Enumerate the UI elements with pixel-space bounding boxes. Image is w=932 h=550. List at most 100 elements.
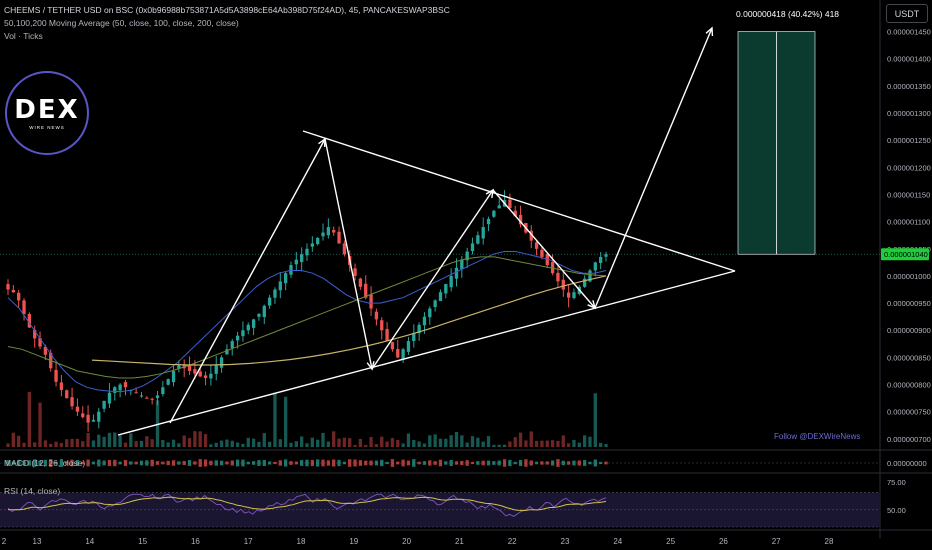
time-tick-label: 20 bbox=[402, 537, 411, 546]
chart-grid bbox=[0, 0, 932, 538]
macd-histogram-bar bbox=[390, 459, 395, 467]
volume-bar bbox=[155, 400, 160, 447]
volume-bar bbox=[588, 436, 592, 447]
volume-bar bbox=[481, 441, 485, 447]
candle-body bbox=[588, 270, 592, 282]
currency-button[interactable]: USDT bbox=[886, 4, 928, 23]
candle-body bbox=[604, 254, 608, 257]
macd-histogram-bar bbox=[97, 459, 101, 467]
macd-histogram-bar bbox=[33, 459, 37, 467]
candle-body bbox=[380, 320, 384, 331]
macd-histogram-bar bbox=[406, 460, 411, 466]
time-tick-label: 2 bbox=[2, 537, 7, 546]
macd-pane: 0.00000000 bbox=[0, 459, 927, 468]
volume-bar bbox=[150, 439, 154, 447]
candle-body bbox=[6, 284, 10, 290]
candle-body bbox=[374, 311, 379, 320]
volume-bar bbox=[49, 443, 53, 447]
volume-bar bbox=[161, 439, 165, 447]
macd-histogram-bar bbox=[294, 461, 298, 465]
candle-body bbox=[118, 384, 122, 391]
candle-body bbox=[177, 365, 181, 369]
macd-histogram-bar bbox=[123, 459, 128, 467]
volume-bar bbox=[145, 436, 149, 447]
macd-histogram-bar bbox=[337, 459, 341, 467]
volume-bar bbox=[118, 435, 122, 447]
macd-histogram-bar bbox=[310, 459, 314, 467]
macd-histogram-bar bbox=[166, 460, 170, 466]
macd-histogram-bar bbox=[321, 459, 325, 467]
volume-bar bbox=[129, 433, 133, 447]
volume-bar bbox=[342, 437, 347, 447]
volume-bar bbox=[219, 440, 224, 447]
candle-body bbox=[294, 259, 298, 265]
volume-bar bbox=[193, 431, 197, 447]
volume-bar bbox=[214, 442, 218, 447]
candle-body bbox=[54, 369, 58, 382]
macd-histogram-bar bbox=[599, 461, 603, 465]
candle-body bbox=[508, 199, 512, 209]
candle-body bbox=[59, 382, 64, 390]
volume-bar bbox=[321, 432, 325, 447]
macd-histogram-bar bbox=[187, 460, 192, 466]
ma-legend[interactable]: 50,100,200 Moving Average (50, close, 10… bbox=[4, 18, 239, 28]
candle-body bbox=[582, 278, 587, 287]
macd-histogram-bar bbox=[225, 461, 229, 465]
macd-histogram-bar bbox=[91, 461, 96, 465]
macd-histogram-bar bbox=[529, 460, 533, 466]
volume-bar bbox=[17, 435, 21, 447]
volume-bar bbox=[134, 441, 138, 447]
time-axis: 2 13 14 15 16 17 18 19 20 21 22 23 24 25 26 27 28 bbox=[2, 537, 834, 546]
arrowhead bbox=[318, 137, 326, 148]
candle-body bbox=[166, 379, 170, 385]
macd-histogram-bar bbox=[209, 460, 213, 466]
macd-histogram-bar bbox=[177, 461, 181, 465]
volume-bar bbox=[348, 438, 352, 447]
macd-histogram-bar bbox=[444, 461, 448, 465]
macd-histogram-bar bbox=[417, 461, 421, 465]
volume-bar bbox=[241, 443, 245, 447]
volume-bar bbox=[54, 441, 58, 447]
price-tick-label: 0.000001350 bbox=[887, 82, 931, 91]
candle-body bbox=[235, 335, 240, 341]
price-tick-label: 0.000001150 bbox=[887, 190, 930, 199]
volume-bar bbox=[401, 443, 405, 447]
macd-histogram-bar bbox=[6, 460, 10, 466]
volume-bar bbox=[75, 438, 80, 447]
volume-bar bbox=[22, 442, 26, 447]
macd-histogram-bar bbox=[203, 459, 208, 467]
volume-bar bbox=[502, 444, 507, 447]
time-tick-label: 24 bbox=[613, 537, 622, 546]
price-tick-label: 0.000000700 bbox=[887, 435, 931, 444]
candle-body bbox=[27, 314, 32, 328]
volume-bar bbox=[406, 433, 411, 447]
current-price-badge bbox=[881, 248, 929, 261]
time-tick-label: 16 bbox=[191, 537, 200, 546]
macd-histogram-bar bbox=[481, 460, 485, 466]
volume-bar bbox=[566, 443, 571, 447]
candle-body bbox=[283, 273, 288, 284]
rsi-axis-label: 50.00 bbox=[887, 506, 906, 515]
macd-histogram-bar bbox=[11, 461, 15, 465]
macd-histogram-bar bbox=[102, 460, 106, 466]
macd-histogram-bar bbox=[438, 459, 443, 467]
macd-histogram-bar bbox=[17, 459, 21, 467]
volume-bar bbox=[59, 443, 64, 447]
macd-label[interactable]: MACD (12, 26, close) bbox=[4, 458, 86, 468]
macd-histogram-bar bbox=[27, 460, 32, 466]
volume-bar bbox=[203, 434, 208, 447]
volume-bar bbox=[492, 444, 496, 447]
volume-bar bbox=[577, 442, 581, 447]
volume-legend[interactable]: Vol · Ticks bbox=[4, 31, 43, 41]
candle-body bbox=[444, 284, 448, 294]
volume-bar bbox=[139, 440, 144, 447]
macd-histogram-bar bbox=[316, 459, 320, 467]
moving-averages bbox=[7, 251, 607, 393]
candle-body bbox=[209, 373, 213, 379]
candle-body bbox=[316, 237, 320, 245]
rsi-label[interactable]: RSI (14, close) bbox=[4, 486, 61, 496]
candle-body bbox=[353, 268, 357, 276]
volume-bar bbox=[33, 442, 37, 447]
macd-histogram-bar bbox=[486, 460, 491, 466]
